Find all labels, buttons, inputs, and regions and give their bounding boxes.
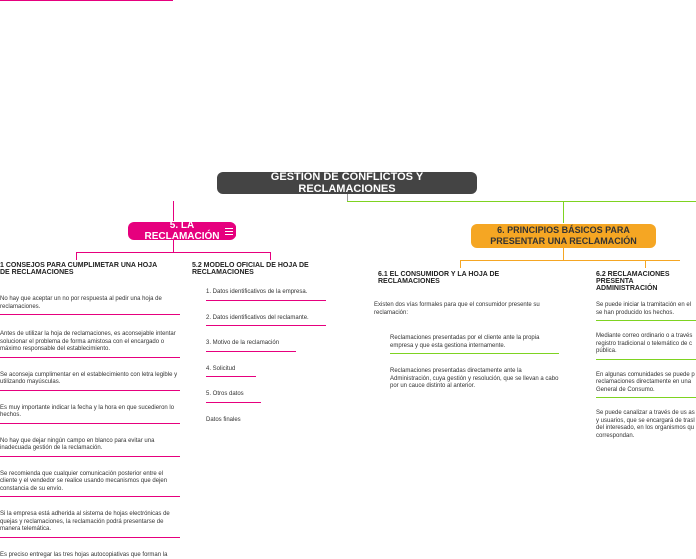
list-item: 3. Motivo de la reclamación: [206, 340, 296, 352]
sub51-header: 1 CONSEJOS PARA CUMPLIMETAR UNA HOJA DE …: [0, 262, 160, 276]
section5-label: 5. LA RECLAMACIÓN: [142, 220, 222, 242]
list-item: Si la empresa está adherida al sistema d…: [0, 511, 180, 538]
list-item: Mediante correo ordinario o a través reg…: [596, 333, 696, 360]
list-item: 2. Datos identificativos del reclamante.: [206, 315, 326, 327]
section6-node[interactable]: 6. PRINCIPIOS BÁSICOS PARA PRESENTAR UNA…: [471, 224, 656, 248]
section5-node[interactable]: 5. LA RECLAMACIÓN: [128, 222, 236, 240]
sub61-header: 6.1 EL CONSUMIDOR Y LA HOJA DE RECLAMACI…: [378, 271, 548, 285]
list-item: Se recomienda que cualquier comunicación…: [0, 471, 180, 498]
list-item: Se puede canalizar a través de us as y u…: [596, 410, 696, 440]
main-title-text: GESTIÓN DE CONFLICTOS Y RECLAMACIONES: [231, 171, 463, 195]
sub52-header: 5.2 MODELO OFICIAL DE HOJA DE RECLAMACIO…: [192, 262, 362, 276]
sub62-header-text: 6.2 RECLAMACIONES PRESENTA ADMINISTRACIÓ…: [596, 271, 670, 292]
sub61-intro: Existen dos vías formales para que el co…: [374, 302, 559, 317]
list-item: Se puede iniciar la tramitación en el se…: [596, 302, 696, 321]
list-item: Antes de utilizar la hoja de reclamacion…: [0, 331, 180, 358]
main-title: GESTIÓN DE CONFLICTOS Y RECLAMACIONES: [217, 172, 477, 194]
list-item: En algunas comunidades se puede p reclam…: [596, 372, 696, 399]
sub62-header: 6.2 RECLAMACIONES PRESENTA ADMINISTRACIÓ…: [596, 271, 696, 292]
list-item: 5. Otros datos: [206, 391, 261, 403]
list-item: Reclamaciones presentadas directamente a…: [390, 368, 559, 391]
list-item: 4. Solicitud: [206, 366, 256, 378]
list-item: 1. Datos identificativos de la empresa.: [206, 289, 326, 301]
list-item: Es preciso entregar las tres hojas autoc…: [0, 552, 180, 559]
sub61-list: Existen dos vías formales para que el co…: [374, 302, 559, 391]
sub62-list: Se puede iniciar la tramitación en el se…: [596, 302, 696, 440]
sub52-list: 1. Datos identificativos de la empresa. …: [206, 289, 356, 424]
sub51-header-text: 1 CONSEJOS PARA CUMPLIMETAR UNA HOJA DE …: [0, 262, 157, 276]
sub52-header-text: 5.2 MODELO OFICIAL DE HOJA DE RECLAMACIO…: [192, 262, 309, 276]
list-item: No hay que aceptar un no por respuesta a…: [0, 296, 180, 315]
list-item: No hay que dejar ningún campo en blanco …: [0, 438, 180, 457]
sub61-header-text: 6.1 EL CONSUMIDOR Y LA HOJA DE RECLAMACI…: [378, 271, 499, 285]
section6-label: 6. PRINCIPIOS BÁSICOS PARA PRESENTAR UNA…: [485, 225, 642, 247]
list-item: Reclamaciones presentadas por el cliente…: [390, 335, 559, 354]
menu-icon[interactable]: [222, 224, 236, 238]
list-item: Datos finales: [206, 417, 356, 425]
list-item: Es muy importante indicar la fecha y la …: [0, 405, 180, 424]
list-item: Se aconseja cumplimentar en el estableci…: [0, 372, 180, 391]
